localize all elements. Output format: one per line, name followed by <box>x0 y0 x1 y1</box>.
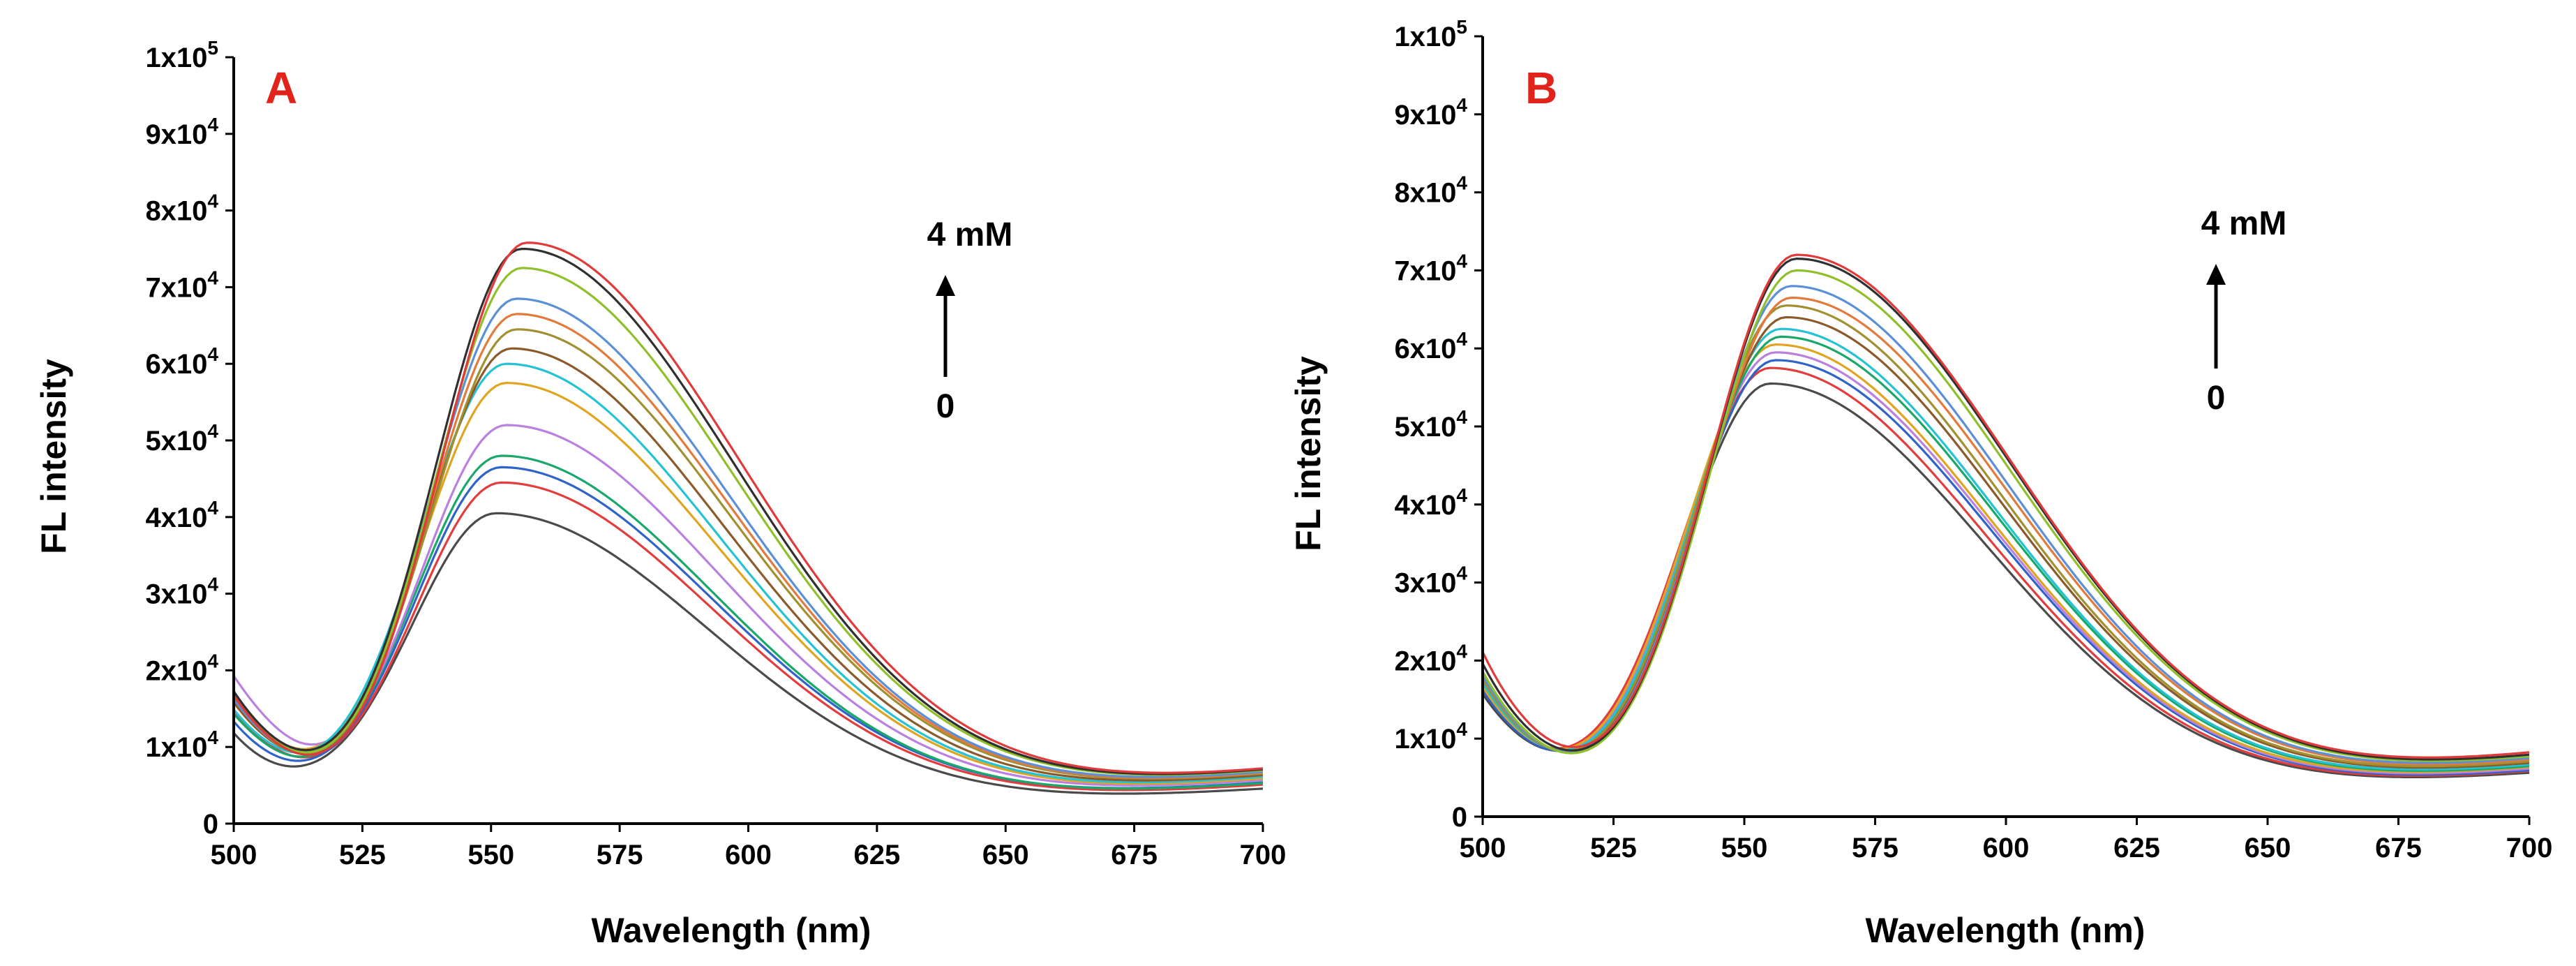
x-tick-label: 600 <box>725 840 772 870</box>
series-line <box>232 347 1264 782</box>
series-line <box>232 381 1264 785</box>
x-tick-label: 575 <box>597 840 643 870</box>
arrow-head-b <box>2206 264 2226 285</box>
y-tick-label: 6x104 <box>145 343 218 380</box>
series-line <box>1481 315 2530 769</box>
y-ticks-b: 0 1x104 2x104 3x104 4x104 5x104 6x104 7x104 8x10… <box>1394 16 1483 833</box>
x-tick-label: 525 <box>1590 833 1637 863</box>
arrow-annotation-b: 4 mM 0 <box>2201 205 2287 417</box>
x-ticks-b: 500 525 550 575 600 625 650 675 700 <box>1460 817 2553 863</box>
x-tick-label: 650 <box>982 840 1029 870</box>
y-tick-label: 5x104 <box>1394 406 1467 443</box>
arrow-top-label-b: 4 mM <box>2201 205 2287 242</box>
x-tick-label: 625 <box>854 840 901 870</box>
y-tick-label: 1x105 <box>1394 16 1467 52</box>
series-line <box>1481 351 2530 775</box>
x-tick-label: 575 <box>1852 833 1899 863</box>
y-tick-label: 0 <box>203 809 218 840</box>
series-line <box>232 297 1264 778</box>
y-tick-label: 9x104 <box>145 114 218 150</box>
series-line <box>232 313 1264 779</box>
series-line <box>1481 269 2530 762</box>
y-tick-label: 0 <box>1452 802 1467 833</box>
y-axis-title-b: FL intensity <box>1289 356 1328 551</box>
y-tick-label: 8x104 <box>1394 172 1467 209</box>
arrow-head-a <box>936 275 955 296</box>
arrow-annotation-a: 4 mM 0 <box>927 216 1013 425</box>
series-line <box>232 454 1264 790</box>
x-axis-title-a: Wavelength (nm) <box>592 911 871 950</box>
arrow-top-label-a: 4 mM <box>927 216 1013 253</box>
y-tick-label: 1x105 <box>145 37 218 73</box>
series-line <box>1481 304 2530 768</box>
panel-b: B FL intensity Wavelength (nm) 0 1x104 2x1… <box>1289 16 2552 950</box>
panel-letter-a: A <box>265 63 297 113</box>
y-tick-label: 7x104 <box>145 267 218 303</box>
x-tick-label: 675 <box>2375 833 2422 863</box>
x-axis-title-b: Wavelength (nm) <box>1866 911 2146 950</box>
series-line <box>1481 382 2530 779</box>
y-tick-label: 1x104 <box>1394 718 1467 755</box>
series-line <box>232 242 1264 774</box>
series-line <box>232 247 1264 775</box>
panel-letter-b: B <box>1525 63 1557 113</box>
series-line <box>1481 366 2530 778</box>
series-lines-a <box>232 242 1264 795</box>
series-line <box>1481 285 2530 764</box>
y-tick-label: 3x104 <box>145 574 218 610</box>
x-tick-label: 600 <box>1983 833 2030 863</box>
x-tick-label: 700 <box>1240 840 1287 870</box>
panel-a: A FL intensity Wavelength (nm) 0 1x104 2x1… <box>34 37 1286 950</box>
x-tick-label: 550 <box>1721 833 1768 863</box>
series-line <box>1481 327 2530 771</box>
x-tick-label: 550 <box>467 840 514 870</box>
series-line <box>232 362 1264 784</box>
y-tick-label: 6x104 <box>1394 328 1467 364</box>
y-tick-label: 9x104 <box>1394 94 1467 131</box>
axes-b <box>1481 36 2529 818</box>
x-tick-label: 525 <box>339 840 386 870</box>
y-tick-label: 5x104 <box>145 420 218 456</box>
arrow-bottom-label-b: 0 <box>2207 380 2226 417</box>
y-axis-title-a: FL intensity <box>34 359 73 554</box>
x-tick-label: 500 <box>1460 833 1506 863</box>
x-tick-label: 625 <box>2113 833 2160 863</box>
y-tick-label: 4x104 <box>145 497 218 533</box>
y-tick-label: 4x104 <box>1394 484 1467 521</box>
series-line <box>232 512 1264 795</box>
y-tick-label: 7x104 <box>1394 250 1467 286</box>
y-tick-label: 8x104 <box>145 191 218 227</box>
series-line <box>232 424 1264 787</box>
series-line <box>232 328 1264 780</box>
x-tick-label: 500 <box>211 840 257 870</box>
x-tick-label: 675 <box>1111 840 1158 870</box>
series-line <box>1481 296 2530 766</box>
x-ticks-a: 500 525 550 575 600 625 650 675 700 <box>211 824 1287 870</box>
series-line <box>1481 343 2530 773</box>
series-lines-b <box>1481 253 2530 779</box>
series-line <box>232 481 1264 792</box>
y-tick-label: 1x104 <box>145 727 218 763</box>
axes-a <box>232 57 1263 825</box>
y-tick-label: 2x104 <box>1394 640 1467 676</box>
series-line <box>1481 335 2530 772</box>
y-ticks-a: 0 1x104 2x104 3x104 4x104 5x104 6x104 7x104 8x10… <box>145 37 234 840</box>
series-line <box>1481 253 2530 759</box>
arrow-bottom-label-a: 0 <box>936 388 955 425</box>
x-tick-label: 650 <box>2245 833 2291 863</box>
x-tick-label: 700 <box>2506 833 2553 863</box>
y-tick-label: 2x104 <box>145 650 218 686</box>
y-tick-label: 3x104 <box>1394 563 1467 599</box>
